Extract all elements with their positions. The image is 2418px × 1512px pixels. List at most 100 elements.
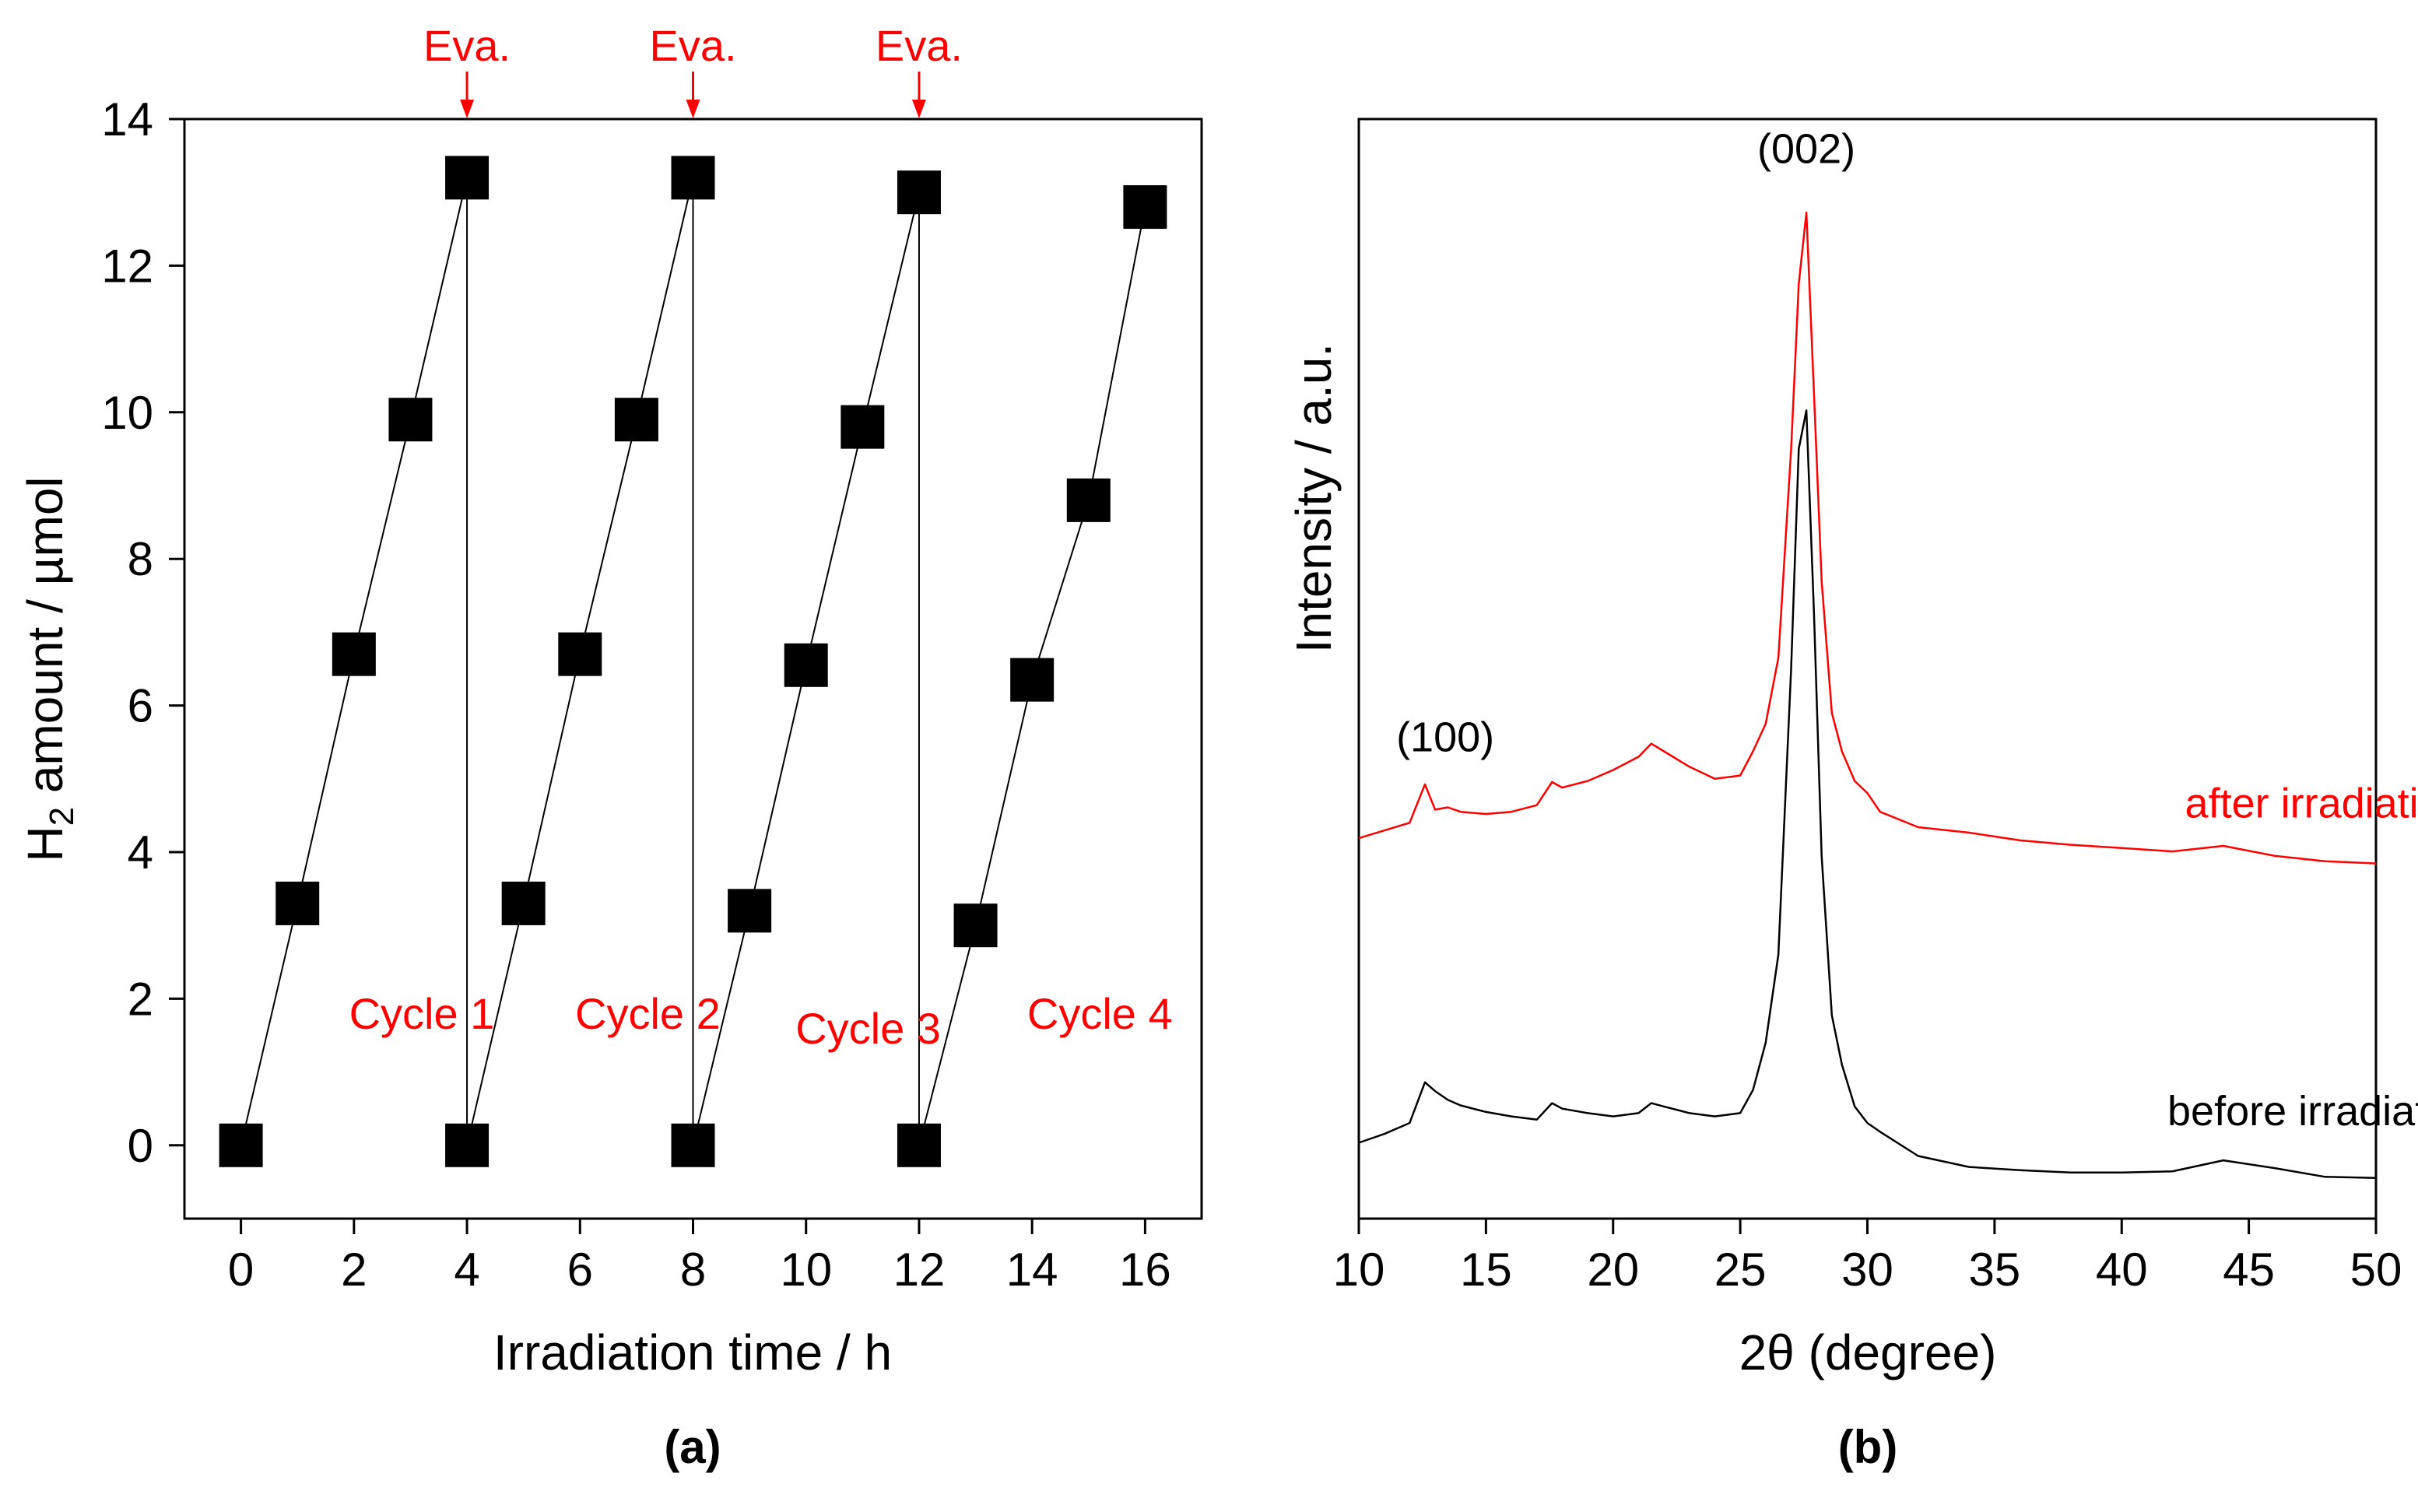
panel-a-connector-lines (240, 177, 1146, 1146)
data-point-marker (445, 156, 490, 200)
y-tick-label: 12 (101, 240, 153, 292)
evacuation-label: Eva. (876, 21, 963, 70)
data-point-marker (897, 170, 941, 215)
x-tick-label: 40 (2096, 1244, 2148, 1296)
panel-a-y-axis-title: H2 amount / µmol (17, 476, 81, 861)
data-point-marker (614, 398, 658, 442)
data-point-marker (671, 1123, 715, 1167)
data-point-marker (728, 889, 772, 933)
connector-line (522, 654, 581, 904)
x-tick-label: 30 (1841, 1244, 1893, 1296)
panel-a-label: (a) (664, 1421, 721, 1473)
y-tick-label: 6 (128, 680, 153, 732)
x-tick-label: 4 (454, 1244, 479, 1296)
x-tick-label: 14 (1006, 1244, 1058, 1296)
connector-line (1031, 500, 1090, 680)
panel-a-cycle-labels: Cycle 1 Cycle 2 Cycle 3 Cycle 4 (349, 989, 1173, 1053)
x-tick-label: 0 (228, 1244, 254, 1296)
data-point-marker (953, 903, 998, 948)
panel-b-plot-frame (1357, 118, 2378, 1220)
cycle-label: Cycle 3 (795, 1004, 941, 1053)
y-tick-label: 0 (128, 1120, 153, 1172)
evacuation-arrow-head (460, 100, 475, 118)
connector-line (466, 903, 525, 1146)
connector-line (974, 679, 1034, 926)
peak-annotation: (100) (1396, 714, 1494, 760)
data-point-marker (897, 1123, 941, 1167)
x-tick-label: 10 (780, 1244, 832, 1296)
cycle-label: Cycle 2 (575, 989, 721, 1038)
evacuation-arrow-head (686, 100, 700, 118)
data-point-marker (219, 1123, 263, 1167)
evacuation-label: Eva. (423, 21, 511, 70)
x-tick-label: 16 (1119, 1244, 1171, 1296)
data-point-marker (388, 398, 433, 442)
x-tick-label: 8 (680, 1244, 706, 1296)
data-point-marker (501, 881, 546, 925)
panel-a-chart: 0 2 4 6 8 10 12 14 16 0 2 4 6 8 10 12 14 Eva. Eva. Eva. C… (17, 21, 1203, 1473)
panel-a-evacuation-markers: Eva. Eva. Eva. (423, 21, 963, 118)
y-tick-label: 10 (101, 387, 153, 439)
connector-line (353, 419, 412, 654)
y-tick-label: 4 (128, 826, 153, 879)
x-tick-label: 50 (2350, 1244, 2402, 1296)
panel-a-y-ticks: 0 2 4 6 8 10 12 14 (101, 93, 184, 1172)
data-point-marker (445, 1123, 490, 1167)
x-tick-label: 6 (567, 1244, 593, 1296)
connector-line (409, 177, 469, 420)
x-tick-label: 2 (341, 1244, 367, 1296)
data-point-marker (1123, 185, 1167, 230)
cycle-label: Cycle 1 (349, 989, 495, 1038)
connector-line (918, 924, 977, 1146)
panel-a-x-ticks: 0 2 4 6 8 10 12 14 16 (228, 1219, 1171, 1296)
panel-b-x-axis-title: 2θ (degree) (1739, 1324, 1997, 1380)
y-tick-label: 14 (101, 93, 153, 146)
panel-b-label: (b) (1838, 1421, 1898, 1473)
evacuation-label: Eva. (649, 21, 736, 70)
series-line (1358, 211, 2377, 865)
x-tick-label: 12 (893, 1244, 946, 1296)
x-tick-label: 15 (1460, 1244, 1512, 1296)
x-tick-label: 10 (1333, 1244, 1385, 1296)
connector-line (805, 426, 864, 666)
connector-line (692, 910, 751, 1146)
panel-b-chart: 10 15 20 25 30 35 40 45 50 (100) (002) after irra… (1286, 118, 2418, 1473)
connector-line (862, 191, 920, 427)
data-point-marker (784, 643, 828, 687)
connector-line (1087, 206, 1146, 501)
y-tick-label: 8 (128, 533, 153, 585)
series-label: after irradiation (2185, 780, 2418, 826)
cycle-label: Cycle 4 (1027, 989, 1173, 1038)
connector-line (579, 419, 637, 654)
panel-a-markers (219, 156, 1167, 1167)
data-point-marker (1066, 478, 1111, 522)
y-tick-label: 2 (128, 973, 153, 1025)
panel-b-y-axis-title: Intensity / a.u. (1286, 343, 1342, 653)
panel-b-series-labels: after irradiation before irradiation (2167, 780, 2418, 1135)
panel-b-peak-annotations: (100) (002) (1396, 126, 1855, 761)
data-point-marker (841, 405, 885, 449)
panel-a-x-axis-title: Irradiation time / h (493, 1324, 892, 1380)
x-tick-label: 20 (1587, 1244, 1639, 1296)
peak-annotation: (002) (1757, 126, 1855, 173)
x-tick-label: 25 (1714, 1244, 1767, 1296)
panel-b-x-ticks: 10 15 20 25 30 35 40 45 50 (1333, 1219, 2402, 1296)
connector-line (240, 903, 299, 1146)
evacuation-arrow-head (911, 100, 926, 118)
connector-line (297, 654, 355, 904)
data-point-marker (558, 632, 602, 676)
data-point-marker (332, 632, 376, 676)
data-point-marker (671, 156, 715, 200)
connector-line (635, 177, 694, 420)
panel-a-y-axis-title-subscript: 2 (43, 807, 81, 826)
connector-line (749, 665, 807, 911)
panel-a-y-axis-title-rest: amount / µmol (17, 476, 73, 807)
panel-a-y-axis-title-main: H (17, 826, 73, 861)
series-label: before irradiation (2167, 1088, 2418, 1135)
data-point-marker (1010, 658, 1055, 702)
x-tick-label: 45 (2223, 1244, 2275, 1296)
series-line (1358, 409, 2377, 1179)
x-tick-label: 35 (1969, 1244, 2021, 1296)
